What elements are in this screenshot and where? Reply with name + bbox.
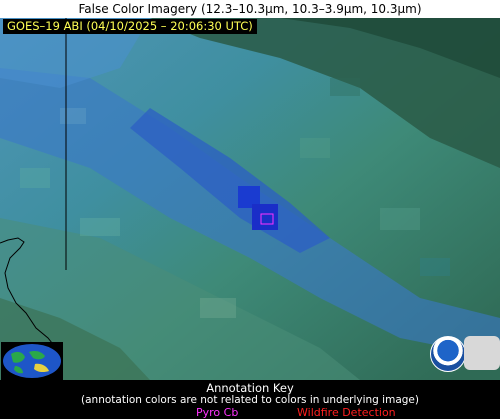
cloud-core-inner	[252, 204, 278, 230]
cloud-band-darker	[280, 18, 500, 78]
annotation-key-note: (annotation colors are not related to co…	[81, 394, 419, 406]
pyrocb-detection-box	[260, 213, 274, 225]
cimss-logo	[464, 336, 500, 370]
legend-pyro-cb: Pyro Cb	[196, 406, 239, 419]
light-blue-area	[0, 18, 150, 88]
cloud-core	[238, 186, 260, 208]
globe-icon	[1, 342, 63, 380]
imagery-canvas	[0, 18, 500, 380]
cloud-band-dark	[150, 18, 500, 168]
annotation-key: Annotation Key (annotation colors are no…	[0, 380, 500, 419]
pixel-texture	[20, 78, 450, 318]
satellite-imagery: GOES–19 ABI (04/10/2025 – 20:06:30 UTC)	[0, 18, 500, 380]
blue-band-core	[130, 108, 330, 253]
noaa-logo	[430, 336, 466, 372]
annotation-key-title: Annotation Key	[206, 381, 294, 395]
page-title: False Color Imagery (12.3–10.3µm, 10.3–3…	[78, 2, 422, 16]
annotation-legend: Pyro Cb Wildfire Detection	[0, 406, 500, 419]
legend-wildfire-detection: Wildfire Detection	[297, 406, 396, 419]
satellite-label: GOES–19 ABI (04/10/2025 – 20:06:30 UTC)	[3, 19, 257, 34]
